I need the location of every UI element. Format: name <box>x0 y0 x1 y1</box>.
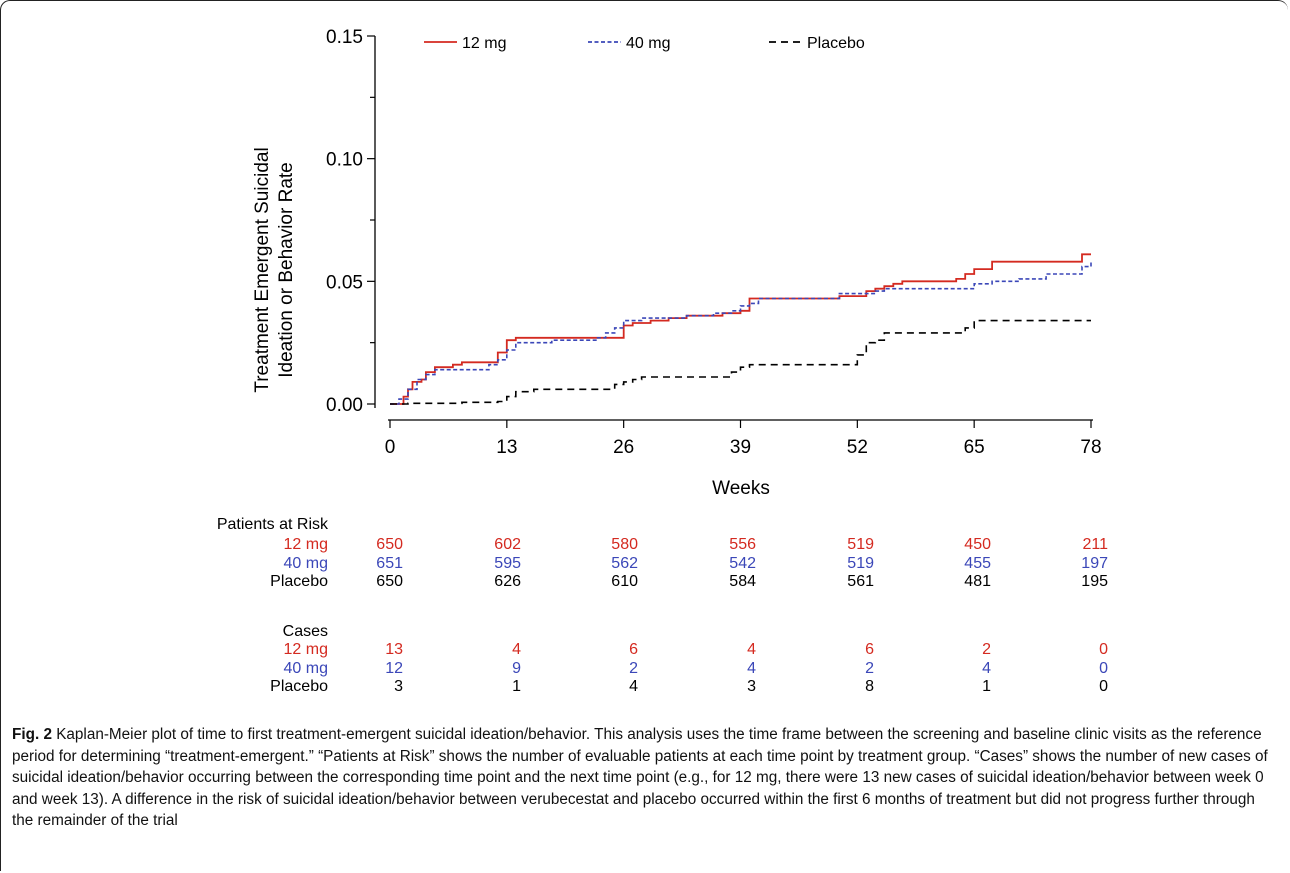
x-tick-label: 26 <box>613 437 634 458</box>
y-axis-label-line-2: Ideation or Behavior Rate <box>276 162 297 377</box>
y-tick-label: 0.15 <box>326 27 363 48</box>
x-axis-label: Weeks <box>712 478 770 499</box>
figure-label: Fig. 2 <box>12 726 52 743</box>
x-tick-label: 78 <box>1080 437 1101 458</box>
y-tick-label: 0.10 <box>326 150 363 171</box>
series-line-40-mg <box>390 261 1092 405</box>
legend-label: 40 mg <box>626 35 670 52</box>
y-axis-label-line-1: Treatment Emergent Suicidal <box>252 147 273 392</box>
x-tick-label: 65 <box>964 437 985 458</box>
legend-label: Placebo <box>807 35 865 52</box>
x-ticks: 0 13 26 39 52 65 78 <box>385 420 1102 458</box>
x-tick-label: 0 <box>385 437 396 458</box>
x-tick-label: 39 <box>730 437 751 458</box>
x-tick-label: 52 <box>847 437 868 458</box>
caption-text: Kaplan-Meier plot of time to first treat… <box>12 726 1268 829</box>
y-tick-label: 0.00 <box>326 395 363 416</box>
y-ticks: 0.00 0.05 0.10 0.15 <box>326 27 375 416</box>
legend: 12 mg 40 mg Placebo <box>424 35 865 52</box>
x-tick-label: 13 <box>496 437 517 458</box>
series-line-12-mg <box>390 253 1091 405</box>
km-plot: 0.00 0.05 0.10 0.15 0 13 26 39 52 65 78 12 mg 40 m… <box>252 27 1102 499</box>
series-lines <box>390 253 1092 405</box>
y-tick-label: 0.05 <box>326 272 363 293</box>
figure-caption: Fig. 2 Kaplan-Meier plot of time to firs… <box>12 724 1274 832</box>
legend-label: 12 mg <box>462 35 506 52</box>
